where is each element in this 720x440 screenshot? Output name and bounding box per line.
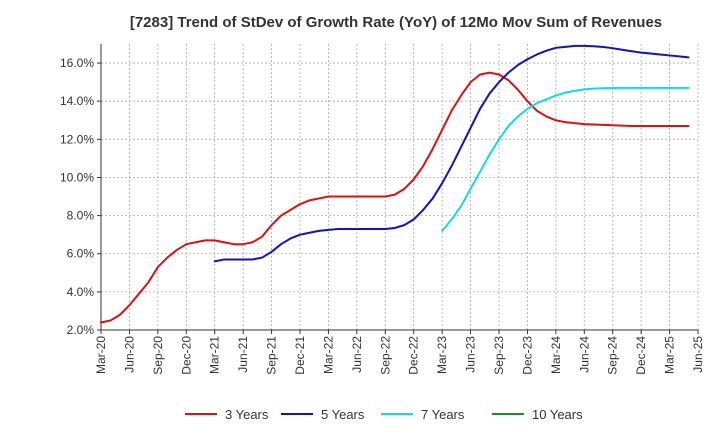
- y-tick-label: 4.0%: [67, 285, 95, 299]
- x-tick-label: Mar-24: [549, 336, 563, 374]
- y-tick-label: 10.0%: [60, 170, 94, 184]
- y-tick-label: 6.0%: [67, 247, 95, 261]
- x-tick-label: Dec-20: [179, 336, 193, 375]
- series-line-5-years: [213, 44, 690, 263]
- x-tick-label: Jun-21: [236, 336, 250, 373]
- axes: 2.0% 4.0% 6.0% 8.0% 10.0% 12.0% 14.0% 16.0% Mar-…: [60, 44, 705, 375]
- y-tick-label: 2.0%: [67, 323, 95, 337]
- y-tick-label: 12.0%: [60, 132, 94, 146]
- legend-label: 7 Years: [421, 407, 465, 422]
- x-tick-label: Sep-24: [606, 336, 620, 375]
- x-tick-label: Sep-23: [492, 336, 506, 375]
- x-tick-label: Jun-22: [350, 336, 364, 373]
- series-line-3-years: [100, 71, 690, 324]
- legend-label: 5 Years: [321, 407, 365, 422]
- x-tick-label: Sep-22: [378, 336, 392, 375]
- x-tick-label: Dec-21: [293, 336, 307, 375]
- x-tick-label: Mar-25: [663, 336, 677, 374]
- x-tick-label: Jun-20: [122, 336, 136, 373]
- x-tick-label: Mar-22: [321, 336, 335, 374]
- chart-title: [7283] Trend of StDev of Growth Rate (Yo…: [130, 14, 662, 31]
- series-line-7-years: [441, 86, 690, 232]
- y-tick-label: 16.0%: [60, 56, 94, 70]
- x-tick-label: Dec-23: [520, 336, 534, 375]
- x-tick-label: Sep-20: [151, 336, 165, 375]
- x-tick-label: Jun-25: [691, 336, 705, 373]
- x-tick-label: Mar-20: [94, 336, 108, 374]
- x-tick-label: Sep-21: [265, 336, 279, 375]
- y-tick-label: 8.0%: [67, 209, 95, 223]
- legend-label: 10 Years: [532, 407, 583, 422]
- x-tick-label: Mar-21: [208, 336, 222, 374]
- x-tick-label: Mar-23: [435, 336, 449, 374]
- x-tick-label: Dec-24: [634, 336, 648, 375]
- series-lines: [100, 44, 690, 324]
- legend: 3 Years 5 Years 7 Years 10 Years: [185, 407, 583, 422]
- plot-area: [101, 44, 698, 330]
- y-tick-label: 14.0%: [60, 94, 94, 108]
- x-tick-label: Jun-23: [464, 336, 478, 373]
- x-tick-label: Jun-24: [577, 336, 591, 373]
- x-tick-label: Dec-22: [407, 336, 421, 375]
- legend-label: 3 Years: [225, 407, 269, 422]
